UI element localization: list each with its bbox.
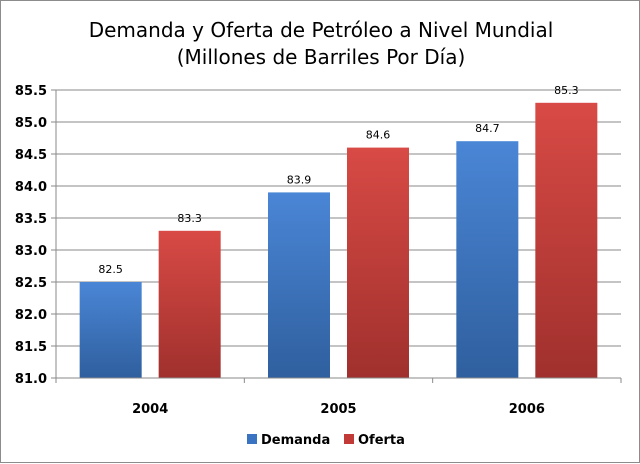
data-label: 83.9 [287,173,312,186]
y-tick-label: 84.5 [15,148,47,163]
chart-title-line-2: (Millones de Barriles Por Día) [177,45,466,69]
y-tick-label: 84.0 [15,180,47,195]
data-label: 83.3 [177,212,202,225]
y-tick-label: 81.5 [15,340,47,355]
y-tick-label: 81.0 [15,372,47,387]
bar-oferta-2006 [535,102,598,379]
y-axis-ticks: 81.0 81.5 82.0 82.5 83.0 83.5 84.0 84.5 85.0 85.5 [15,84,57,387]
legend-label-oferta: Oferta [358,433,405,448]
y-tick-label: 82.5 [15,276,47,291]
x-category-label: 2006 [509,402,545,417]
data-label: 84.6 [366,129,391,142]
bar-oferta-2005 [347,147,409,378]
bar-demanda-2004 [79,282,142,378]
x-axis-categories: 2004 2005 2006 [55,377,622,417]
bar-demanda-2006 [456,141,519,378]
data-labels: 82.5 83.3 83.9 84.6 84.7 85.3 [98,84,578,276]
data-label: 85.3 [554,84,579,97]
x-category-label: 2005 [320,402,356,417]
y-tick-label: 83.5 [15,212,47,227]
bar-demanda-2005 [268,192,330,378]
gridlines [56,89,621,379]
y-tick-label: 83.0 [15,244,47,259]
y-tick-label: 82.0 [15,308,47,323]
bars [79,102,598,379]
chart-title-line-1: Demanda y Oferta de Petróleo a Nivel Mun… [89,18,554,42]
x-category-label: 2004 [132,402,168,417]
legend-label-demanda: Demanda [261,433,330,448]
data-label: 82.5 [98,263,123,276]
bar-oferta-2004 [158,230,221,378]
y-tick-label: 85.5 [15,84,47,99]
data-label: 84.7 [475,122,500,135]
legend-swatch-demanda [247,434,257,444]
y-tick-label: 85.0 [15,116,47,131]
legend: Demanda Oferta [247,433,405,448]
legend-swatch-oferta [344,434,354,444]
